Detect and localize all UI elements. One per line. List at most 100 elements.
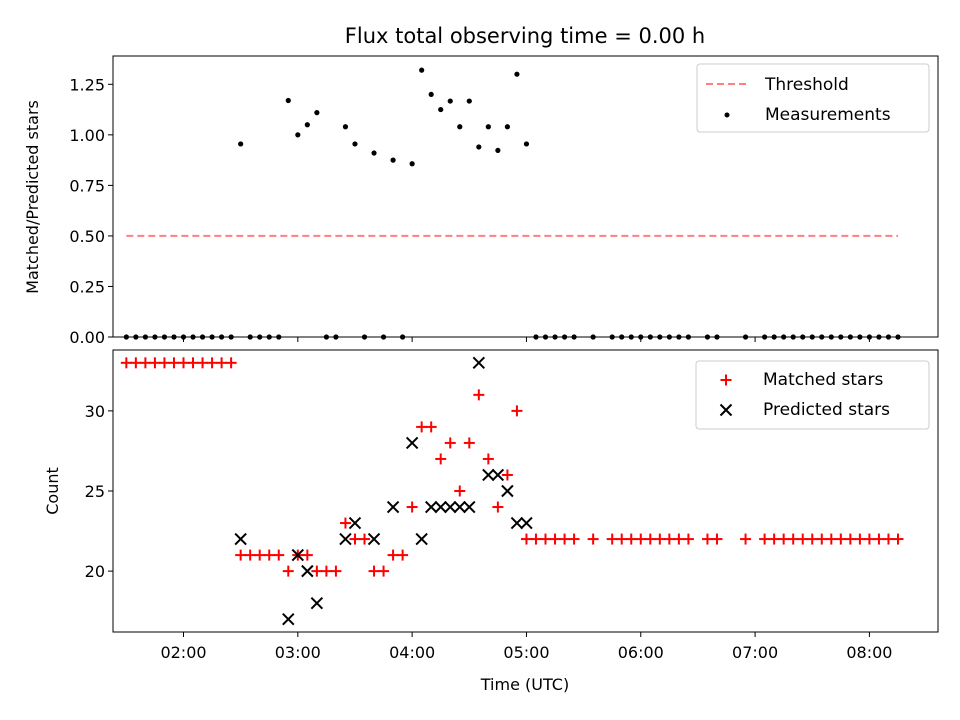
matched-star-point — [501, 469, 513, 481]
matched-star-point — [454, 485, 466, 497]
predicted-star-point — [339, 532, 352, 546]
matched-star-point — [320, 565, 332, 577]
matched-star-point — [892, 533, 904, 545]
cross-stroke-b — [463, 500, 476, 514]
matched-star-point — [168, 357, 180, 369]
measurements-legend-label: Measurements — [765, 105, 891, 125]
matched-star-point — [473, 389, 485, 401]
matched-legend-marker — [720, 374, 732, 386]
predicted-stars-legend-label: Predicted stars — [763, 400, 890, 420]
ratio-y-axis-label: Matched/Predicted stars — [23, 100, 42, 294]
predicted-star-point — [234, 532, 247, 546]
counts-y-tick-label: 20 — [85, 562, 105, 581]
cross-stroke-b — [424, 500, 438, 514]
cross-stroke-b — [453, 500, 466, 514]
ratio-y-tick-label: 1.00 — [69, 126, 105, 145]
matched-star-point — [797, 533, 809, 545]
predicted-star-point — [482, 468, 495, 482]
matched-star-point — [425, 421, 437, 433]
matched-star-point — [873, 533, 885, 545]
time-x-tick-label: 08:00 — [846, 643, 892, 662]
matched-star-point — [216, 357, 228, 369]
cross-stroke-b — [291, 548, 305, 562]
matched-star-point — [273, 549, 285, 561]
matched-star-point — [139, 357, 151, 369]
cross-stroke-b — [367, 532, 381, 546]
predicted-star-point — [491, 468, 505, 482]
cross-stroke-b — [405, 436, 419, 450]
matched-star-point — [349, 533, 361, 545]
predicted-star-point — [386, 500, 400, 514]
predicted-star-point — [282, 612, 295, 626]
matched-star-point — [482, 453, 494, 465]
cross-stroke-b — [310, 596, 324, 610]
predicted-star-point — [444, 500, 457, 514]
matched-star-point — [701, 533, 713, 545]
matched-star-point — [759, 533, 771, 545]
counts-legend: Matched stars Predicted stars — [695, 360, 930, 430]
measurement-point — [371, 150, 377, 156]
matched-star-point — [492, 501, 504, 513]
measurement-point — [352, 141, 358, 147]
counts-y-tick-label: 30 — [85, 402, 105, 421]
matched-star-point — [263, 549, 275, 561]
time-x-ticks: 02:00 03:00 04:00 05:00 06:00 07:00 08:00 — [160, 632, 892, 662]
measurement-point — [504, 124, 510, 130]
threshold-legend-label: Threshold — [764, 75, 849, 95]
predicted-star-point — [405, 436, 419, 450]
predicted-star-point — [424, 500, 438, 514]
matched-star-point — [863, 533, 875, 545]
predicted-star-point — [291, 548, 305, 562]
matched-star-point — [177, 357, 189, 369]
cross-stroke-b — [234, 532, 247, 546]
matched-star-point — [416, 421, 428, 433]
time-x-tick-label: 07:00 — [732, 643, 778, 662]
counts-y-ticks: 20 25 30 — [85, 402, 113, 581]
matched-star-point — [768, 533, 780, 545]
matched-star-point — [825, 533, 837, 545]
matched-star-point — [225, 357, 237, 369]
measurement-point — [390, 157, 396, 163]
predicted-star-point — [301, 564, 314, 578]
cross-stroke-b — [472, 356, 486, 370]
cross-stroke-b — [301, 564, 314, 578]
counts-y-tick-label: 25 — [85, 482, 105, 501]
chart-title: Flux total observing time = 0.00 h — [345, 24, 705, 48]
measurement-point — [447, 98, 453, 104]
matched-stars-legend-swatch — [720, 374, 732, 386]
predicted-legend-marker — [719, 403, 733, 417]
matched-star-point — [197, 357, 209, 369]
matched-star-point — [711, 533, 723, 545]
predicted-star-point — [510, 516, 524, 530]
measurement-point — [409, 161, 415, 167]
matched-star-point — [682, 533, 694, 545]
time-x-tick-label: 03:00 — [275, 643, 321, 662]
predicted-star-point — [310, 596, 324, 610]
matched-star-point — [378, 565, 390, 577]
measurement-point — [419, 67, 425, 73]
matched-star-point — [311, 565, 323, 577]
time-x-tick-label: 04:00 — [389, 643, 435, 662]
matched-star-point — [130, 357, 142, 369]
ratio-legend-box — [696, 63, 930, 133]
matched-star-point — [244, 549, 256, 561]
measurement-point — [476, 144, 482, 150]
matched-star-point — [644, 533, 656, 545]
measurement-point — [523, 141, 530, 147]
matched-star-point — [882, 533, 894, 545]
matched-star-point — [816, 533, 828, 545]
matched-star-point — [549, 533, 561, 545]
predicted-star-point — [415, 532, 428, 546]
cross-stroke-b — [339, 532, 352, 546]
measurement-point — [438, 106, 444, 113]
ratio-y-tick-label: 1.25 — [69, 75, 105, 94]
matched-star-point — [806, 533, 818, 545]
matched-stars-legend-label: Matched stars — [763, 370, 883, 390]
ratio-y-tick-label: 0.00 — [69, 328, 105, 347]
matched-star-point — [654, 533, 666, 545]
ratio-y-ticks: 0.00 0.25 0.50 0.75 1.00 1.25 — [69, 75, 113, 347]
cross-stroke-b — [719, 403, 733, 417]
cross-stroke-b — [386, 500, 400, 514]
measurement-point — [295, 132, 301, 138]
matched-star-point — [587, 533, 599, 545]
